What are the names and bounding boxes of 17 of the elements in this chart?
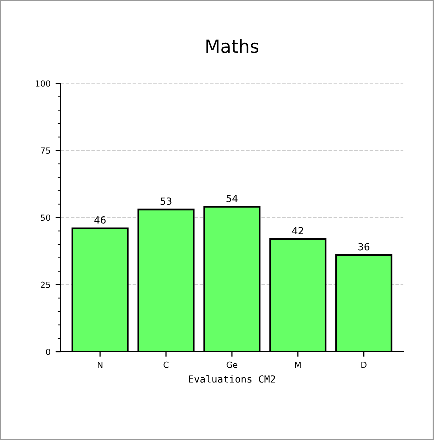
y-tick-label: 25 — [41, 282, 50, 288]
x-tick-label: N — [98, 362, 103, 368]
data-label: 42 — [292, 227, 304, 234]
y-tick-label: 50 — [41, 214, 50, 222]
y-tick-label: 0 — [46, 348, 50, 356]
x-tick-label: C — [164, 362, 169, 368]
y-tick-label: 100 — [36, 80, 50, 87]
x-axis-title: Evaluations CM2 — [189, 375, 276, 383]
chart-title: Maths — [206, 39, 259, 54]
x-tick-label: M — [295, 362, 301, 368]
data-label: 53 — [160, 198, 172, 206]
data-label: 54 — [226, 195, 238, 202]
data-label: 46 — [94, 216, 106, 224]
x-tick-label: D — [362, 362, 367, 368]
y-tick-label: 75 — [41, 148, 50, 154]
x-tick-label: Ge — [226, 362, 238, 368]
data-label: 36 — [358, 243, 370, 251]
